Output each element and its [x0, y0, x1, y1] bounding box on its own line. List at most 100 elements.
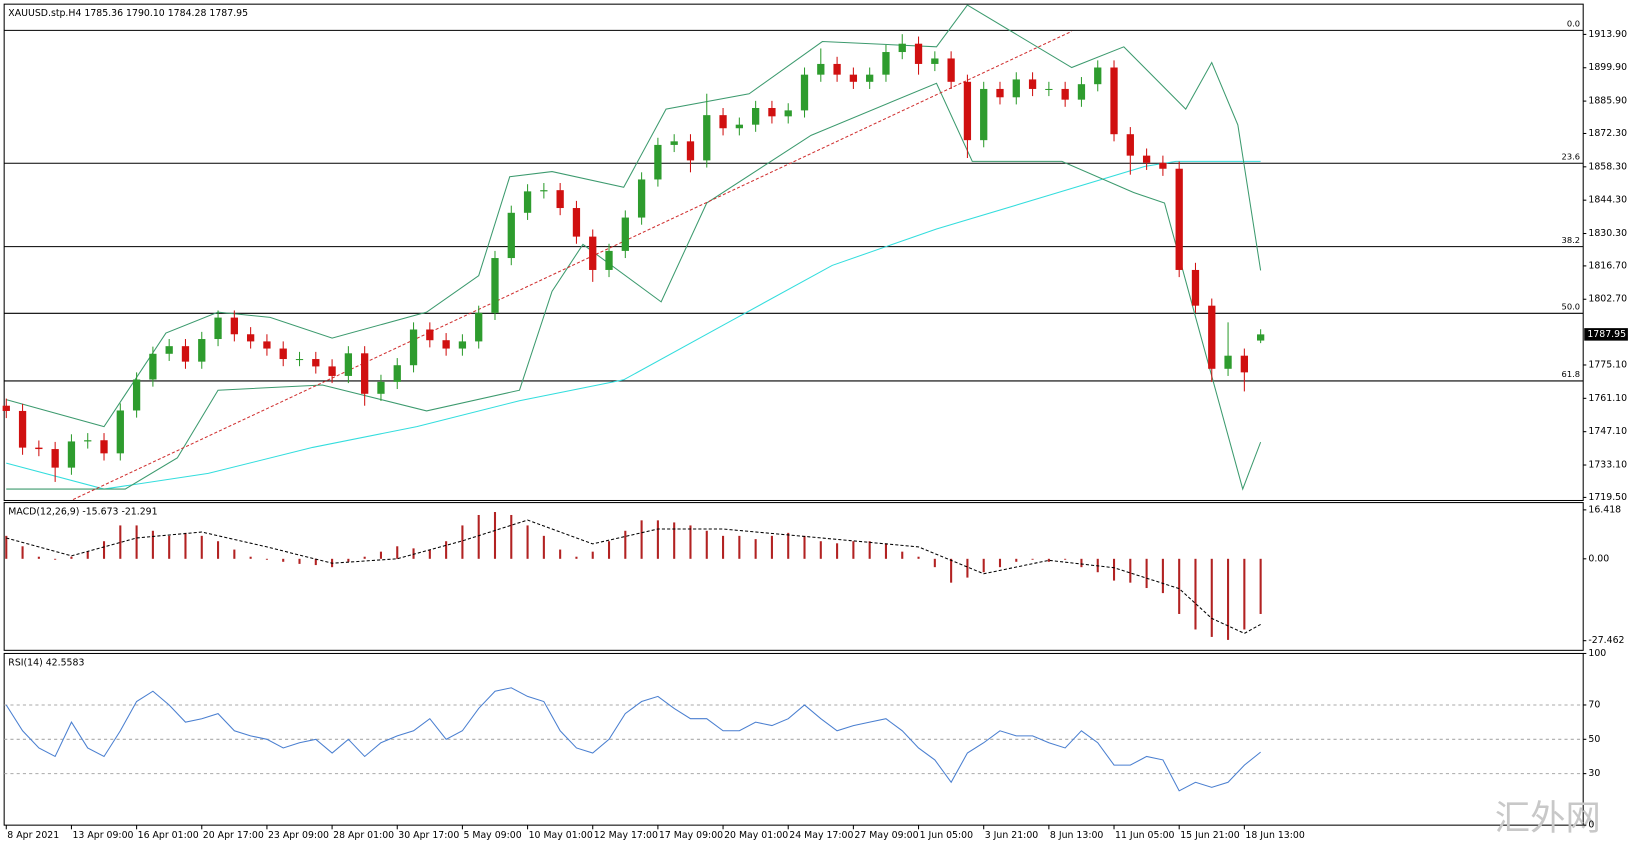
macd-bar: [363, 556, 366, 559]
macd-bar: [1161, 558, 1164, 594]
candle-body: [1159, 162, 1167, 169]
candle-body: [637, 179, 646, 218]
candle-body: [605, 250, 613, 270]
indicator-line: [6, 160, 1261, 490]
x-tick-label: 13 Apr 09:00: [72, 830, 133, 841]
macd-bar: [933, 558, 936, 568]
candle-body: [1077, 84, 1086, 100]
macd-bar: [836, 543, 839, 559]
macd-bar: [884, 543, 888, 559]
macd-bar: [1047, 558, 1050, 562]
macd-bar: [510, 514, 513, 559]
macd-bar: [37, 556, 40, 559]
y-tick-label: 1830.30: [1588, 228, 1627, 239]
x-tick-label: 8 Jun 13:00: [1050, 830, 1104, 841]
y-tick-label: 100: [1588, 648, 1606, 659]
candle-body: [1240, 355, 1248, 373]
panel-title: MACD(12,26,9) -15.673 -21.291: [8, 506, 157, 517]
y-tick-label: -27.462: [1588, 635, 1624, 646]
candle-body: [1126, 134, 1134, 156]
y-tick-label: 1899.90: [1588, 62, 1627, 73]
macd-bar: [673, 522, 676, 559]
rsi-line: [5, 687, 1261, 792]
x-tick-label: 3 Jun 21:00: [985, 830, 1039, 841]
candle-body: [947, 58, 955, 82]
x-tick-label: 11 Jun 05:00: [1115, 830, 1174, 841]
macd-bar: [461, 525, 464, 559]
x-tick-label: 8 Apr 2021: [7, 830, 59, 841]
candle-body: [784, 110, 792, 117]
candle-body: [279, 348, 287, 360]
macd-bar: [754, 539, 757, 559]
macd-bar: [559, 549, 562, 559]
macd-bar: [119, 525, 122, 559]
candle-body: [132, 379, 141, 411]
candle-body: [1061, 88, 1069, 100]
candle-body: [230, 317, 238, 335]
candle-body: [2, 405, 10, 411]
candle-body: [35, 447, 43, 450]
x-tick-label: 27 May 09:00: [854, 830, 918, 841]
macd-bar: [1259, 558, 1262, 614]
macd-bar: [998, 558, 1002, 568]
macd-bar: [738, 535, 741, 559]
macd-bar: [705, 530, 708, 559]
candle-body: [246, 334, 255, 342]
y-tick-label: 1719.50: [1588, 492, 1627, 503]
candle-body: [751, 108, 760, 125]
fib-label: 38.2: [1562, 235, 1581, 245]
last-price-label: 1787.95: [1587, 329, 1626, 340]
candle-body: [556, 190, 564, 209]
macd-bar: [379, 551, 382, 559]
candle-body: [817, 63, 825, 75]
macd-bar: [5, 535, 8, 559]
x-tick-label: 24 May 17:00: [789, 830, 853, 841]
candle-body: [426, 329, 434, 341]
candle-body: [491, 258, 499, 313]
candle-body: [51, 449, 59, 468]
macd-bar: [428, 549, 431, 559]
candle-body: [1224, 355, 1232, 369]
x-tick-label: 23 Apr 09:00: [268, 830, 329, 841]
candle-body: [198, 339, 206, 362]
candle-body: [589, 236, 597, 270]
candle-body: [670, 141, 678, 145]
macd-bar: [135, 525, 138, 559]
candle-body: [621, 217, 629, 251]
y-tick-label: 1775.10: [1588, 359, 1627, 370]
candle-body: [1110, 67, 1118, 135]
panel-title: RSI(14) 42.5583: [8, 657, 84, 668]
macd-bar: [1080, 558, 1083, 568]
candle-body: [475, 312, 483, 342]
y-tick-label: 0: [1588, 820, 1594, 831]
candle-body: [263, 341, 271, 349]
macd-bar: [151, 530, 154, 559]
macd-bar: [901, 551, 904, 559]
x-tick-label: 5 May 09:00: [463, 830, 521, 841]
macd-bar: [575, 556, 578, 559]
macd-bar: [477, 514, 480, 559]
macd-bar: [852, 541, 855, 559]
candle-body: [963, 81, 972, 141]
y-tick-label: 1747.10: [1588, 426, 1627, 437]
candle-body: [1094, 67, 1102, 85]
y-tick-label: 1802.70: [1588, 294, 1627, 305]
candle-body: [458, 341, 467, 349]
macd-bar: [770, 535, 773, 559]
indicator-line: [6, 4, 1262, 428]
candle-body: [84, 440, 92, 442]
macd-bar: [722, 535, 725, 559]
macd-bar: [86, 551, 89, 559]
candle-body: [409, 329, 418, 366]
fib-label: 61.8: [1562, 369, 1581, 379]
macd-bar: [1243, 558, 1246, 630]
y-tick-label: 1733.10: [1588, 460, 1627, 471]
candle-body: [18, 410, 27, 448]
candle-body: [735, 124, 743, 129]
x-tick-label: 10 May 01:00: [529, 830, 593, 841]
candle-body: [361, 353, 369, 394]
candle-body: [1028, 79, 1037, 89]
macd-bar: [966, 558, 969, 578]
y-tick-label: 1913.90: [1588, 29, 1627, 40]
